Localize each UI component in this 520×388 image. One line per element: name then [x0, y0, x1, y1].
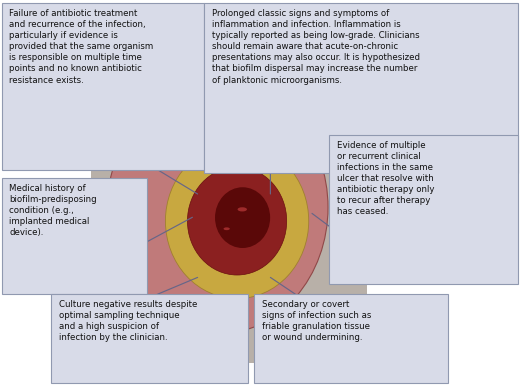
FancyBboxPatch shape: [2, 3, 204, 170]
Ellipse shape: [165, 143, 309, 299]
Ellipse shape: [215, 187, 270, 248]
Text: Failure of antibiotic treatment
and recurrence of the infection,
particularly if: Failure of antibiotic treatment and recu…: [9, 9, 153, 85]
Text: Secondary or covert
signs of infection such as
friable granulation tissue
or wou: Secondary or covert signs of infection s…: [262, 300, 371, 342]
Text: Culture negative results despite
optimal sampling technique
and a high suspicion: Culture negative results despite optimal…: [59, 300, 197, 342]
FancyBboxPatch shape: [204, 3, 518, 173]
Ellipse shape: [238, 207, 247, 211]
Ellipse shape: [224, 227, 230, 230]
FancyBboxPatch shape: [329, 135, 518, 284]
FancyBboxPatch shape: [51, 294, 248, 383]
FancyBboxPatch shape: [2, 178, 147, 294]
FancyBboxPatch shape: [254, 294, 448, 383]
Text: Prolonged classic signs and symptoms of
inflammation and infection. Inflammation: Prolonged classic signs and symptoms of …: [212, 9, 420, 85]
Text: Evidence of multiple
or recurrent clinical
infections in the same
ulcer that res: Evidence of multiple or recurrent clinic…: [337, 141, 435, 217]
Text: Medical history of
biofilm-predisposing
condition (e.g.,
implanted medical
devic: Medical history of biofilm-predisposing …: [9, 184, 97, 237]
Ellipse shape: [188, 167, 287, 275]
Bar: [91, 25, 367, 363]
Ellipse shape: [149, 66, 254, 160]
Ellipse shape: [108, 81, 328, 334]
